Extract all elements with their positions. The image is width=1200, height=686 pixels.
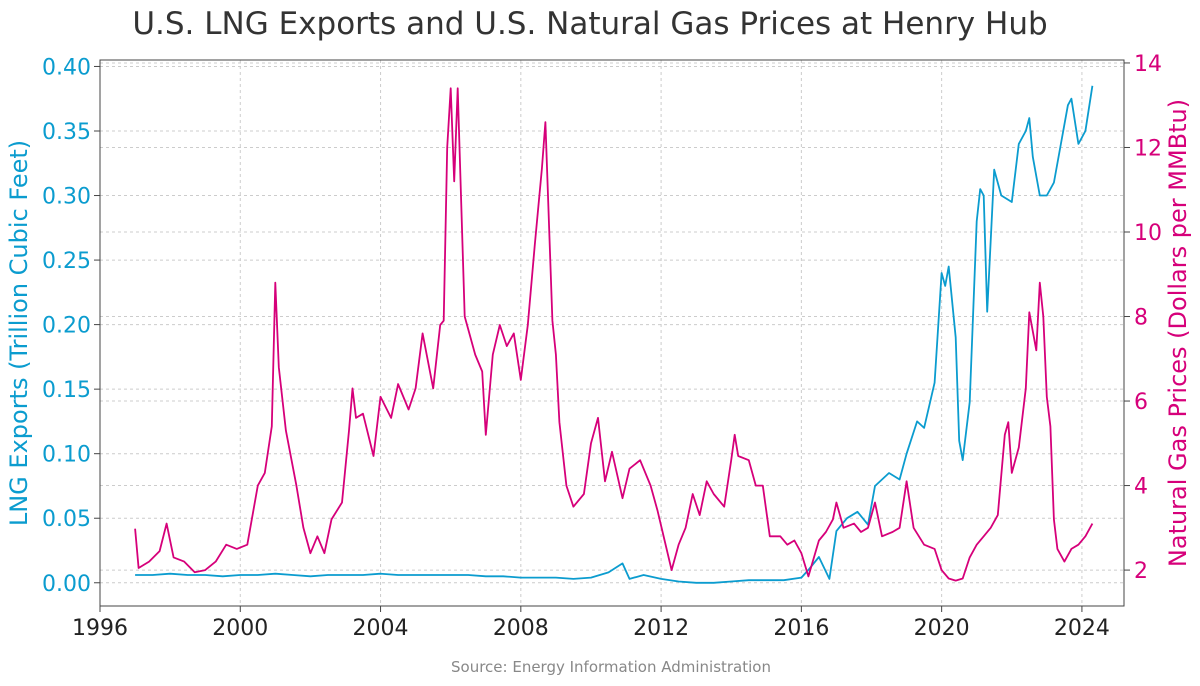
x-tick-label: 2020 — [914, 616, 970, 641]
left-tick-label: 0.10 — [42, 443, 91, 468]
lng-exports-line — [135, 85, 1094, 584]
source-note: Source: Energy Information Administratio… — [451, 658, 771, 676]
left-tick-label: 0.00 — [42, 572, 91, 597]
left-axis-ticks: 0.00 0.05 0.10 0.15 0.20 0.25 0.30 0.35 0.40 — [42, 55, 100, 597]
right-tick-label: 10 — [1134, 221, 1162, 246]
x-tick-label: 2008 — [493, 616, 549, 641]
left-axis-label: LNG Exports (Trillion Cubic Feet) — [5, 140, 33, 526]
right-tick-label: 14 — [1134, 52, 1162, 77]
right-axis-ticks: 2 4 6 8 10 12 14 — [1124, 52, 1162, 584]
series-lines — [134, 85, 1094, 584]
chart-title: U.S. LNG Exports and U.S. Natural Gas Pr… — [132, 6, 1047, 42]
left-tick-label: 0.40 — [42, 55, 91, 80]
left-tick-label: 0.30 — [42, 185, 91, 210]
x-tick-label: 2000 — [212, 616, 268, 641]
x-tick-label: 2004 — [353, 616, 409, 641]
left-tick-label: 0.20 — [42, 314, 91, 339]
x-axis-ticks: 1996 2000 2004 2008 2012 2016 2020 2024 — [72, 606, 1110, 641]
left-tick-label: 0.15 — [42, 378, 91, 403]
left-tick-label: 0.35 — [42, 120, 91, 145]
left-tick-label: 0.25 — [42, 249, 91, 274]
right-tick-label: 12 — [1134, 136, 1162, 161]
plot-frame — [99, 59, 1125, 607]
left-tick-label: 0.05 — [42, 507, 91, 532]
gas-price-line — [134, 87, 1094, 582]
right-tick-label: 8 — [1134, 306, 1148, 331]
right-tick-label: 4 — [1134, 475, 1148, 500]
x-tick-label: 2012 — [633, 616, 689, 641]
right-tick-label: 2 — [1134, 559, 1148, 584]
right-axis-label: Natural Gas Prices (Dollars per MMBtu) — [1164, 99, 1192, 567]
x-tick-label: 2024 — [1054, 616, 1110, 641]
gridlines — [99, 60, 1124, 606]
right-tick-label: 6 — [1134, 390, 1148, 415]
x-tick-label: 1996 — [72, 616, 128, 641]
x-tick-label: 2016 — [773, 616, 829, 641]
